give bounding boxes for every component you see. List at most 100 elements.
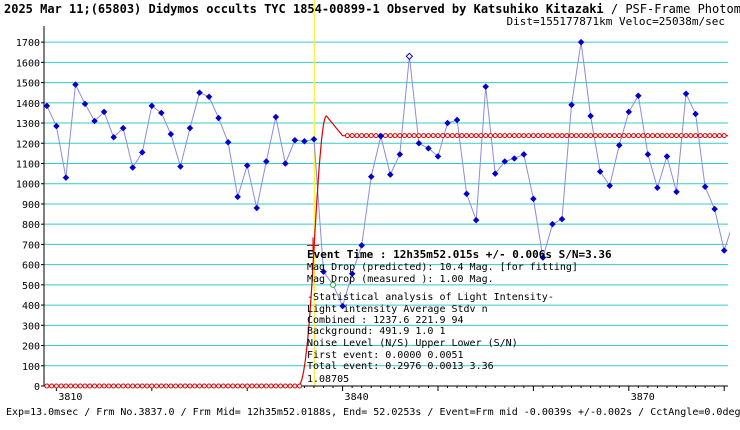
model-fit-marker (445, 133, 451, 139)
model-fit-marker (111, 383, 117, 389)
model-fit-marker (454, 133, 460, 139)
observed-point (434, 153, 442, 160)
model-fit-marker (473, 133, 479, 139)
model-fit-marker (459, 133, 465, 139)
event-time-label: Event Time : 12h35m52.015s +/- 0.006s S/… (307, 248, 612, 261)
model-fit-marker (177, 383, 183, 389)
model-fit-marker (106, 383, 112, 389)
model-fit-marker (292, 383, 298, 389)
model-fit-marker (187, 383, 193, 389)
y-tick-label-900: 900 (22, 200, 40, 211)
observed-point (138, 149, 146, 156)
y-tick-label-1000: 1000 (16, 180, 40, 191)
y-tick-labels: 0 100 200 300 400 500 600 700 800 900 1000 1100 1200… (16, 38, 44, 393)
mag-drop-measured: Mag Drop (measured ): 1.00 Mag. (307, 274, 494, 285)
stat-background: Background: 491.9 1.0 1 (307, 326, 445, 337)
observed-point (510, 155, 518, 162)
model-fit-marker (278, 383, 284, 389)
model-fit-marker (235, 383, 241, 389)
y-tick-label-600: 600 (22, 261, 40, 272)
y-tick-label-500: 500 (22, 281, 40, 292)
model-fit-marker (249, 383, 255, 389)
observed-point (463, 190, 470, 198)
observed-point (386, 171, 394, 178)
y-tick-label-800: 800 (22, 220, 40, 231)
model-fit-marker (487, 133, 493, 139)
model-fit-marker (535, 133, 541, 139)
model-fit-marker (115, 383, 121, 389)
model-fit-marker (631, 133, 637, 139)
model-fit-marker (659, 133, 665, 139)
observed-point (367, 173, 375, 181)
observed-point (186, 124, 194, 132)
model-fit-marker (502, 133, 508, 139)
model-fit-marker (611, 133, 617, 139)
model-fit-marker (230, 383, 236, 389)
model-fit-marker (383, 133, 389, 139)
observed-point (711, 205, 718, 213)
observed-point (272, 113, 280, 121)
model-fit-marker (411, 133, 417, 139)
model-fit-marker (87, 383, 93, 389)
model-fit-marker (607, 133, 613, 139)
noise-total: Total event: 0.2976 0.0013 3.36 (307, 361, 494, 372)
model-fit-marker (268, 383, 274, 389)
model-fit-marker (53, 383, 59, 389)
model-fit-marker (669, 133, 675, 139)
model-fit-marker (712, 133, 718, 139)
model-fit-marker (564, 133, 570, 139)
model-fit-marker (297, 383, 303, 389)
model-fit-marker (664, 133, 670, 139)
model-fit-marker (573, 133, 579, 139)
model-fit-marker (211, 383, 217, 389)
observed-point (405, 52, 414, 61)
model-fit-marker (392, 133, 398, 139)
model-fit-marker (635, 133, 641, 139)
model-fit-marker (707, 133, 713, 139)
model-fit-marker (254, 383, 260, 389)
observed-point (491, 170, 499, 177)
model-fit-marker (578, 133, 584, 139)
y-tick-label-1300: 1300 (16, 119, 40, 130)
model-fit-marker (588, 133, 594, 139)
observed-point (501, 158, 509, 165)
model-fit-marker (139, 383, 145, 389)
model-fit-marker (483, 133, 489, 139)
observed-point (587, 112, 594, 120)
model-fit-marker (616, 133, 622, 139)
model-fit-marker (368, 133, 374, 139)
model-fit-marker (621, 133, 627, 139)
model-fit-marker (592, 133, 598, 139)
observed-point (634, 92, 642, 100)
observed-point (262, 158, 270, 165)
observed-point (196, 89, 203, 97)
observed-point (43, 102, 51, 110)
model-fit-marker (354, 133, 360, 139)
observed-point (310, 135, 318, 143)
stat-header: Light intensity Average Stdv n (307, 304, 488, 315)
model-fit-series (44, 115, 728, 389)
observed-point (615, 141, 623, 149)
model-fit-marker (478, 133, 484, 139)
observed-point (596, 168, 604, 175)
model-fit-marker (678, 133, 684, 139)
model-fit-marker (201, 383, 207, 389)
observed-point (444, 119, 451, 127)
observed-point (558, 215, 566, 223)
y-tick-label-700: 700 (22, 240, 40, 251)
y-tick-label-100: 100 (22, 362, 40, 373)
stat-combined: Combined : 1237.6 221.9 94 (307, 315, 464, 326)
observed-point (100, 108, 108, 116)
observed-point (301, 137, 308, 145)
observed-point (148, 102, 156, 110)
observed-point (62, 174, 70, 182)
observed-point (119, 124, 127, 132)
excluded-point (330, 281, 337, 288)
model-fit-marker (397, 133, 403, 139)
chart-title-bold: 2025 Mar 11;(65803) Didymos occults TYC … (4, 2, 604, 16)
model-fit-marker (540, 133, 546, 139)
model-fit-marker (158, 383, 164, 389)
model-fit-marker (435, 133, 441, 139)
observed-point (482, 83, 490, 90)
